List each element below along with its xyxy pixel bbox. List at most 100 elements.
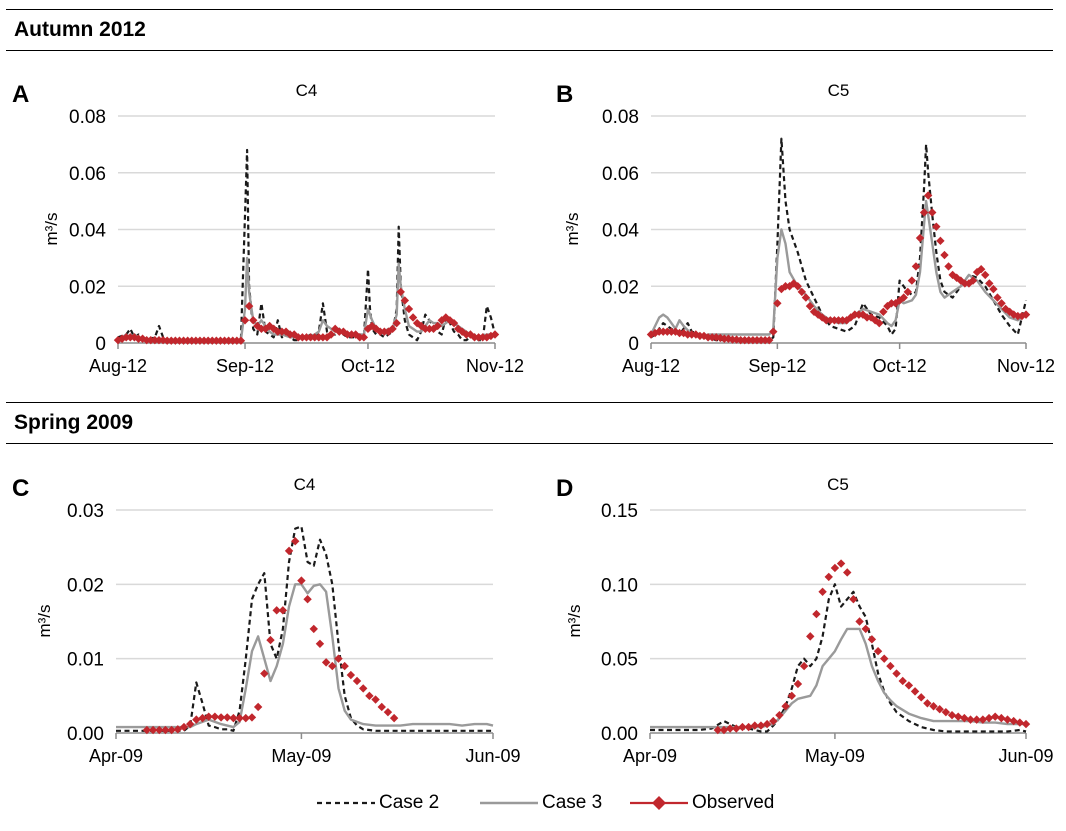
observed-point <box>359 333 369 342</box>
observed-point <box>161 725 170 735</box>
y-tick-label: 0.02 <box>602 277 639 298</box>
x-tick-label: May-09 <box>271 746 331 766</box>
legend: Case 2 Case 3 Observed <box>0 788 1066 818</box>
observed-point <box>744 722 753 732</box>
y-tick-label: 0.05 <box>601 650 638 671</box>
legend-swatch-solid <box>480 801 538 805</box>
observed-point <box>935 705 944 714</box>
legend-item-case3: Case 3 <box>478 788 602 818</box>
observed-point <box>291 537 300 546</box>
observed-point <box>843 568 852 577</box>
observed-point <box>812 609 821 619</box>
y-axis-label: m³/s <box>42 212 61 245</box>
observed-point <box>167 725 176 735</box>
observed-point <box>490 330 500 339</box>
observed-point <box>750 721 759 730</box>
observed-point <box>972 715 981 724</box>
y-tick-label: 0 <box>95 334 106 355</box>
observed-point <box>773 299 782 308</box>
observed-point <box>716 333 725 343</box>
y-tick-label: 0.00 <box>601 724 638 745</box>
y-axis-label: m³/s <box>35 604 54 637</box>
observed-point <box>142 725 152 735</box>
observed-point <box>392 318 401 328</box>
observed-point <box>799 661 809 671</box>
observed-point <box>919 208 929 217</box>
section-rule-bottom <box>6 443 1053 444</box>
observed-point <box>985 279 994 288</box>
observed-point <box>824 572 833 582</box>
observed-point <box>818 587 827 596</box>
observed-point <box>679 328 688 338</box>
observed-point <box>389 713 399 723</box>
observed-point <box>984 713 994 723</box>
observed-point <box>284 546 294 556</box>
observed-point <box>981 270 990 280</box>
observed-point <box>928 208 937 217</box>
observed-point <box>449 318 459 328</box>
y-tick-label: 0.01 <box>67 650 104 671</box>
observed-point <box>1003 715 1012 724</box>
legend-label: Case 3 <box>542 792 603 813</box>
observed-point <box>932 222 941 231</box>
observed-point <box>334 654 343 663</box>
observed-point <box>849 595 858 604</box>
observed-point <box>359 684 368 693</box>
legend-swatch-diamond <box>630 796 688 810</box>
y-tick-label: 0.08 <box>602 107 639 128</box>
observed-point <box>842 316 851 325</box>
x-tick-label: Aug-12 <box>622 356 680 376</box>
observed-point <box>204 712 213 721</box>
observed-point <box>861 624 870 634</box>
observed-point <box>805 301 815 311</box>
observed-point <box>936 236 945 246</box>
section-title-autumn: Autumn 2012 <box>14 18 146 41</box>
observed-point <box>303 595 312 604</box>
observed-point <box>867 635 877 644</box>
legend-swatch-dashed <box>317 801 375 805</box>
observed-point <box>321 658 331 667</box>
observed-point <box>777 284 786 294</box>
section-rule-top <box>6 9 1053 10</box>
panel-letter: A <box>12 81 29 108</box>
observed-point <box>855 617 864 626</box>
observed-point <box>272 606 281 615</box>
observed-point <box>223 713 232 722</box>
observed-point <box>229 713 238 723</box>
series-line-case2 <box>116 525 493 732</box>
chart-title: C4 <box>296 81 318 100</box>
observed-point <box>352 676 362 686</box>
series-line-case2 <box>650 137 1028 342</box>
observed-point <box>216 713 226 722</box>
observed-point <box>899 293 908 302</box>
observed-point <box>966 715 975 724</box>
observed-point <box>762 719 772 729</box>
observed-point <box>947 710 957 720</box>
chart-title: C5 <box>827 475 849 494</box>
observed-point <box>236 336 246 345</box>
observed-point <box>898 676 907 686</box>
observed-point <box>383 707 393 717</box>
observed-point <box>911 262 921 271</box>
observed-point <box>892 669 901 678</box>
y-tick-label: 0.00 <box>67 724 104 745</box>
observed-point <box>192 715 201 724</box>
y-tick-label: 0.10 <box>601 575 638 596</box>
y-axis-label: m³/s <box>565 604 584 637</box>
observed-point <box>210 712 220 721</box>
panel-letter: B <box>556 81 573 108</box>
panel-letter: C <box>12 475 29 502</box>
observed-point <box>404 304 414 314</box>
observed-point <box>976 265 986 274</box>
observed-point <box>365 691 374 701</box>
observed-point <box>253 702 263 712</box>
x-tick-label: Oct-12 <box>873 356 927 376</box>
x-tick-label: Sep-12 <box>216 356 274 376</box>
observed-point <box>910 687 920 696</box>
y-tick-label: 0.15 <box>601 501 638 522</box>
observed-point <box>400 296 410 305</box>
observed-point <box>797 287 807 297</box>
observed-point <box>793 282 802 291</box>
legend-item-observed: Observed <box>628 788 774 818</box>
observed-point <box>781 702 790 711</box>
